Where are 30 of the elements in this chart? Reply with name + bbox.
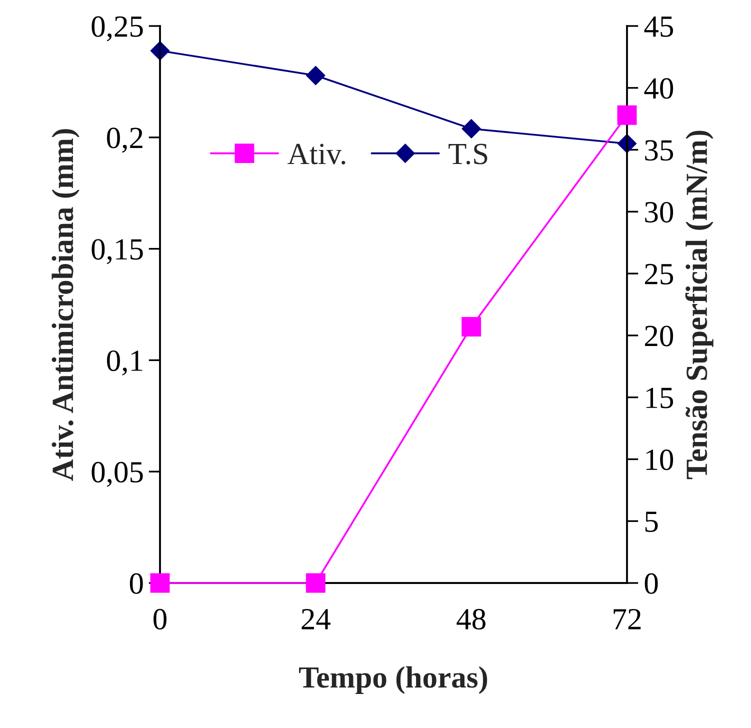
point: [306, 66, 326, 86]
x-tick-label: 24: [302, 608, 330, 630]
y2-tick-label: 20: [645, 326, 674, 346]
point: [306, 573, 326, 593]
y2-tick-label: 40: [644, 78, 674, 99]
point: [617, 105, 637, 125]
point: [462, 317, 482, 337]
legend-label: T.S: [448, 144, 488, 164]
x-axis-title: Tempo (horas): [299, 666, 488, 694]
y2-tick-label: 0: [644, 573, 658, 594]
y-tick-label: 0,25: [92, 16, 143, 42]
y-axis-title: Ativ. Antimicrobiana (mm): [52, 129, 80, 481]
x-tick-label: 72: [614, 608, 641, 630]
y2-tick-label: 35: [645, 140, 674, 161]
x-tick-label: 48: [456, 608, 486, 630]
y-tick-label: 0,1: [107, 350, 142, 376]
y-tick-label: 0,05: [92, 462, 143, 487]
legend-label: Ativ.: [288, 144, 346, 164]
y2-tick-label: 5: [645, 512, 658, 532]
y2-tick-label: 45: [644, 16, 674, 37]
point: [462, 119, 481, 138]
y2-tick-label: 10: [646, 450, 674, 470]
y-tick-label: 0,15: [92, 239, 143, 264]
y2-tick-label: 25: [645, 264, 674, 284]
y2-tick-label: 30: [645, 202, 674, 223]
x-tick-label: 0: [154, 608, 166, 630]
y-tick-label: 0,2: [107, 128, 142, 153]
y2-axis-title: Tensão Superficial (mN/m): [685, 130, 714, 480]
y-tick-label: 0: [130, 573, 143, 594]
y2-tick-label: 15: [646, 388, 674, 408]
